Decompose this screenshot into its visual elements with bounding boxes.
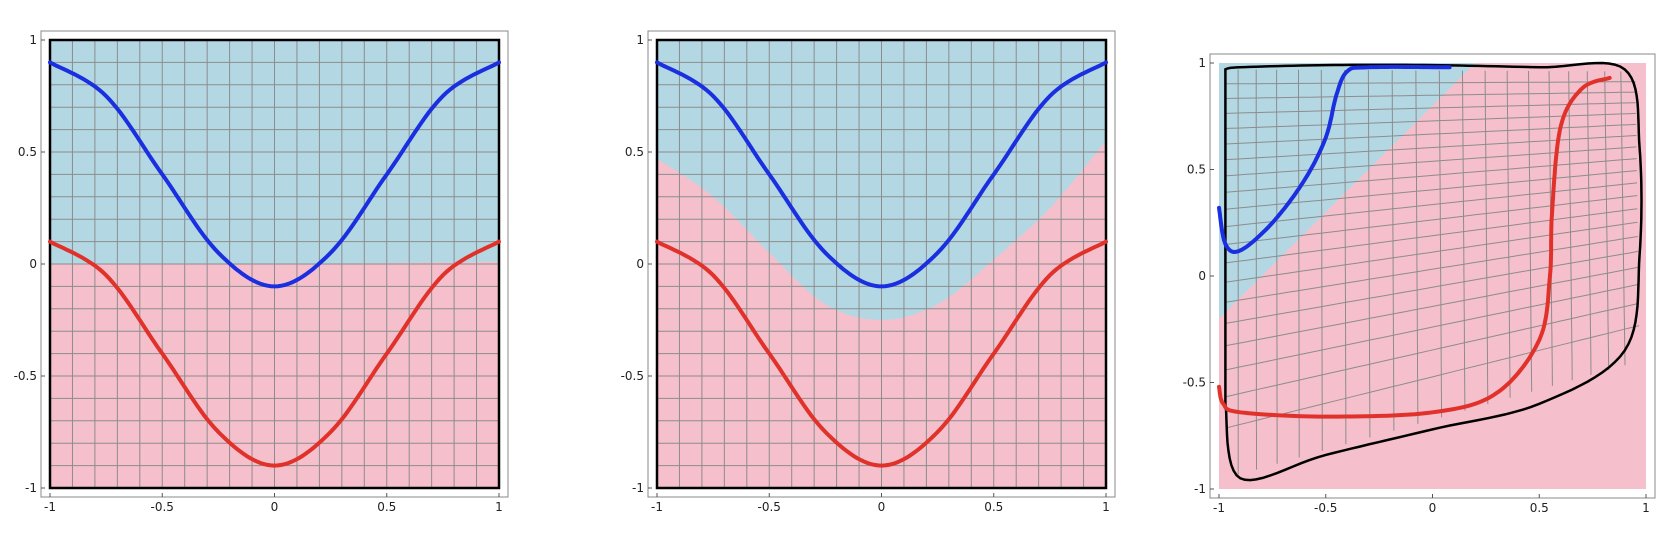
- x-tick-label: -1: [44, 500, 56, 514]
- x-tick-label: 0: [271, 500, 279, 514]
- y-tick-label: 0: [29, 257, 37, 271]
- y-tick-label: 0: [636, 257, 644, 271]
- y-tick-label: 0.5: [1187, 163, 1206, 177]
- x-tick-label: 1: [495, 500, 503, 514]
- x-tick-label: 1: [1642, 501, 1650, 515]
- y-tick-label: 0.5: [18, 145, 37, 159]
- chart-2: -1 -0.5 0 0.5 1 -1 -0.5 0 0.5 1: [621, 31, 1115, 514]
- x-tick-label: 0.5: [984, 500, 1003, 514]
- y-tick-label: -0.5: [14, 369, 37, 383]
- y-tick-label: -1: [632, 481, 644, 495]
- x-tick-label: 0: [878, 500, 886, 514]
- x-tick-label: -1: [1213, 501, 1225, 515]
- x-tick-label: 0: [1429, 501, 1437, 515]
- y-tick-label: 1: [29, 33, 37, 47]
- x-tick-label: -0.5: [758, 500, 781, 514]
- x-tick-label: 0.5: [377, 500, 396, 514]
- y-tick-label: 1: [636, 33, 644, 47]
- x-tick-label: -0.5: [151, 500, 174, 514]
- x-tick-label: -0.5: [1314, 501, 1337, 515]
- y-tick-label: -0.5: [621, 369, 644, 383]
- y-tick-label: -0.5: [1183, 376, 1206, 390]
- chart-1: -1 -0.5 0 0.5 1 -1 -0.5 0 0.5 1: [14, 31, 508, 514]
- x-tick-label: 0.5: [1530, 501, 1549, 515]
- x-tick-label: 1: [1102, 500, 1110, 514]
- y-tick-label: 0: [1198, 269, 1206, 283]
- y-tick-label: -1: [25, 481, 37, 495]
- grid-curve: [1277, 70, 1278, 464]
- x-tick-label: -1: [651, 500, 663, 514]
- grid-curve: [1299, 70, 1300, 458]
- y-tick-label: -1: [1194, 482, 1206, 496]
- chart-3: -1 -0.5 0 0.5 1 -1 -0.5 0 0.5 1: [1183, 54, 1655, 515]
- y-tick-label: 1: [1198, 56, 1206, 70]
- y-tick-label: 0.5: [625, 145, 644, 159]
